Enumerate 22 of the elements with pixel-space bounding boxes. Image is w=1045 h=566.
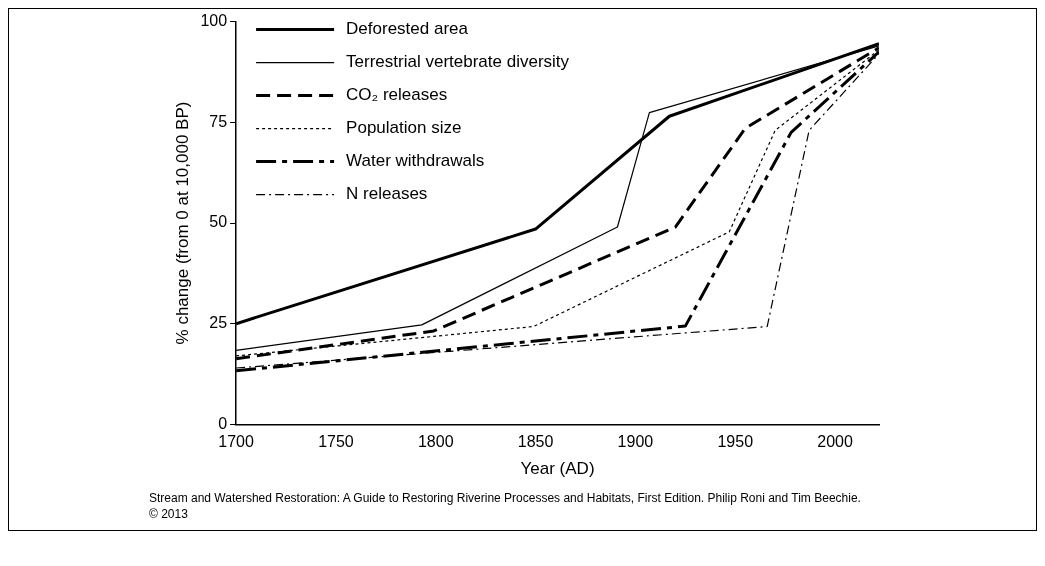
x-tick-label: 1750: [318, 433, 354, 451]
legend-label: Deforested area: [346, 19, 469, 39]
legend-label: Water withdrawals: [346, 151, 485, 171]
x-tick-label: 1850: [517, 433, 554, 451]
x-tick-label: 1800: [417, 433, 454, 451]
legend-label: Terrestrial vertebrate diversity: [346, 52, 570, 72]
text: © 2013: [149, 506, 189, 522]
y-tick-label: 0: [218, 414, 228, 432]
x-tick-label: 1900: [617, 433, 654, 451]
y-tick-label: 25: [209, 314, 228, 332]
x-tick-label: 2000: [817, 433, 853, 451]
legend-label: Population size: [346, 118, 462, 138]
y-tick-label: 100: [200, 12, 228, 30]
legend-label: N releases: [346, 184, 428, 204]
x-axis-title: Year (AD): [520, 459, 595, 479]
x-tick-label: 1950: [717, 433, 754, 451]
y-tick-label: 75: [209, 112, 228, 130]
text: Stream and Watershed Restoration: A Guide to Restoring Riverine Processes and Habitats, First Edition. Philip Roni and Tim Beechie.: [149, 490, 862, 506]
x-tick-label: 1700: [218, 433, 254, 451]
y-tick-label: 50: [209, 213, 228, 231]
legend-label: CO₂ releases: [346, 85, 448, 105]
y-axis-title: % change (from 0 at 10,000 BP): [172, 101, 192, 345]
